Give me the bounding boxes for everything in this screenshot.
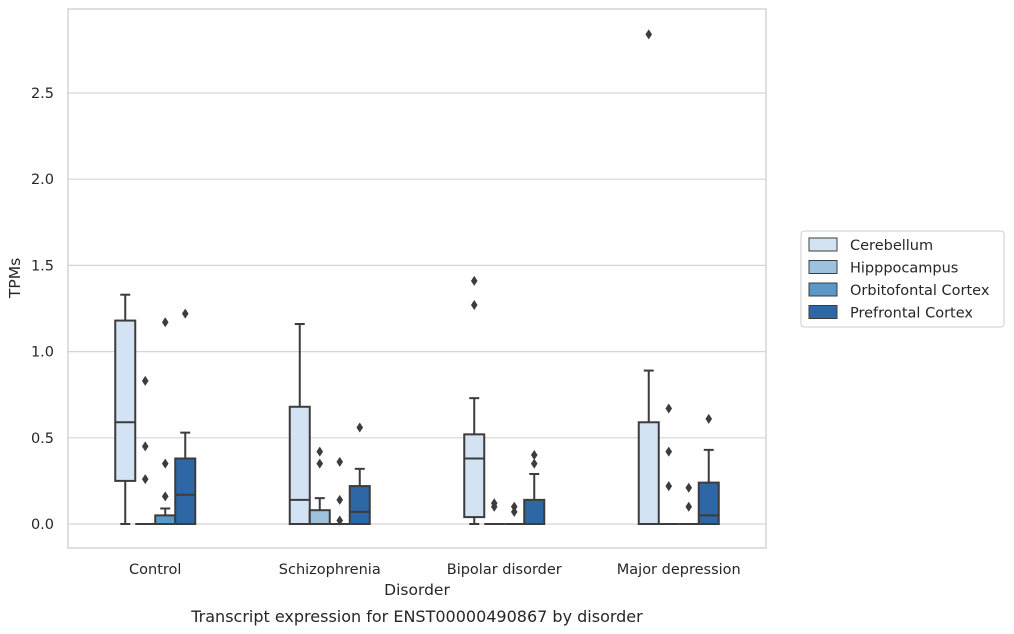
box-cerebellum [637,29,660,525]
outlier-point [470,275,478,286]
box [348,485,371,525]
box-cerebellum [463,275,486,525]
plot-frame [67,8,767,549]
box-orbitofontal-cortex [329,456,350,526]
y-tick-label: 1.0 [31,345,54,361]
legend-swatch [808,282,838,297]
y-tick-label: 2.0 [31,172,54,188]
legend-label: Orbitofontal Cortex [850,283,990,299]
x-tick-label: Schizophrenia [279,562,381,578]
box [288,405,311,526]
legend-swatch [808,305,838,319]
outlier-point [685,501,693,512]
outlier-point [510,506,518,517]
outlier-point [665,403,673,414]
outlier-point [665,481,673,492]
box-hipppocampus [658,403,679,525]
outlier-point [141,474,149,485]
outlier-point [316,458,324,469]
box-orbitofontal-cortex [154,317,177,526]
outlier-point [336,456,344,467]
box-orbitofontal-cortex [504,501,525,525]
box-orbitofontal-cortex [678,482,699,525]
box-prefrontal-cortex [697,413,720,525]
outlier-point [181,308,189,319]
box [697,481,720,525]
box [463,433,486,519]
box-hipppocampus [135,375,156,525]
x-axis-label: Disorder [384,581,450,599]
legend-label: Prefrontal Cortex [850,306,973,322]
box [523,498,546,526]
outlier-point [665,446,673,457]
outlier-point [141,375,149,386]
outlier-point [530,450,538,461]
plot-area [114,29,720,526]
legend-swatch [808,237,838,252]
y-tick-label: 0.0 [31,517,54,533]
outlier-point [645,29,653,40]
legend: Cerebellum Hipppocampus Orbitofontal Corte… [800,230,1005,328]
x-tick-label: Bipolar disorder [447,562,562,578]
outlier-point [356,422,364,433]
box-prefrontal-cortex [174,308,197,526]
outlier-point [510,501,518,512]
box-hipppocampus [308,446,331,526]
outlier-point [490,498,498,509]
box-cerebellum [114,293,137,525]
gridlines [68,92,766,525]
x-tick-label: Control [129,562,181,578]
box-hipppocampus [484,498,505,525]
box [308,509,331,526]
box-cerebellum [288,323,311,526]
y-tick-label: 2.5 [31,86,54,102]
legend-swatch [808,260,838,274]
outlier-point [336,494,344,505]
chart-caption: Transcript expression for ENST0000049086… [190,607,643,626]
outlier-point [685,482,693,493]
outlier-point [161,458,169,469]
outlier-point [705,413,713,424]
legend-frame [800,230,1005,328]
outlier-point [141,441,149,452]
axis-ticks: 0.0 0.5 1.0 1.5 2.0 2.5 Control Schizophrenia Bi… [31,86,741,578]
x-tick-label: Major depression [617,562,741,578]
box [154,514,177,526]
box [114,319,137,482]
outlier-point [470,300,478,311]
y-axis-label: TPMs [6,258,24,299]
outlier-point [161,491,169,502]
box [174,457,197,526]
outlier-point [530,458,538,469]
legend-label: Cerebellum [850,238,933,254]
y-tick-label: 0.5 [31,431,54,447]
legend-label: Hipppocampus [850,261,958,277]
box [637,421,660,525]
y-tick-label: 1.5 [31,258,54,274]
outlier-point [336,515,344,526]
outlier-point [161,317,169,328]
outlier-point [316,446,324,457]
box-prefrontal-cortex [523,450,546,526]
box-prefrontal-cortex [348,422,371,525]
